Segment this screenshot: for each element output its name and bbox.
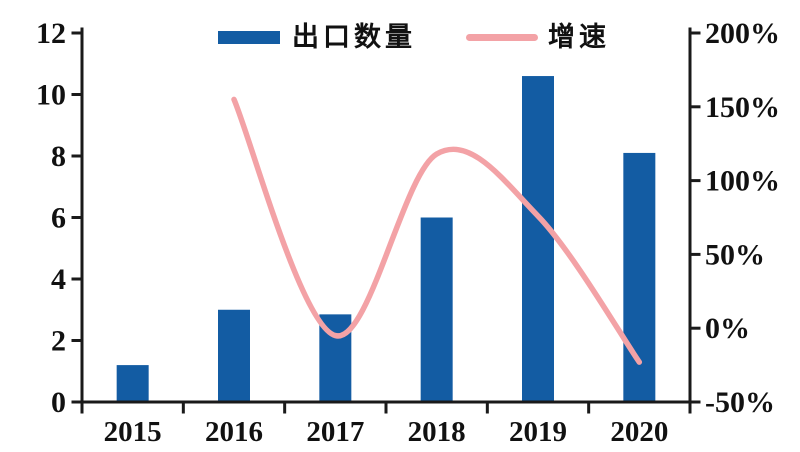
growth-line — [231, 96, 643, 365]
legend-line-swatch — [466, 33, 538, 41]
x-axis-label: 2018 — [408, 416, 466, 448]
bar-2018 — [420, 217, 453, 402]
right-axis-label: 100% — [705, 165, 780, 198]
x-axis-label: 2017 — [306, 416, 364, 448]
right-axis-label: -50% — [705, 386, 775, 419]
legend: 出口数量 增速 — [218, 22, 610, 52]
left-axis-label: 12 — [36, 17, 66, 50]
left-axis-label: 8 — [51, 140, 66, 173]
x-axis-label: 2019 — [509, 416, 567, 448]
right-axis-label: 0% — [705, 312, 750, 345]
right-axis-label: 150% — [705, 91, 780, 124]
left-axis-label: 10 — [36, 79, 66, 112]
bar-2019 — [522, 76, 554, 403]
x-axis-label: 2020 — [610, 416, 668, 448]
legend-bar-label: 出口数量 — [292, 22, 416, 52]
legend-bar-swatch — [218, 30, 280, 44]
legend-line-label: 增速 — [548, 22, 610, 52]
left-axis-label: 4 — [51, 263, 66, 296]
bar-2016 — [218, 309, 250, 402]
bar-2015 — [116, 365, 149, 402]
x-axis-label: 2016 — [205, 416, 263, 448]
left-axis-label: 2 — [51, 325, 66, 358]
x-axis-label: 2015 — [104, 416, 162, 448]
left-axis-label: 6 — [51, 202, 66, 235]
right-axis-label: 50% — [705, 238, 765, 271]
left-axis-label: 0 — [51, 386, 66, 419]
right-axis-label: 200% — [705, 17, 780, 50]
